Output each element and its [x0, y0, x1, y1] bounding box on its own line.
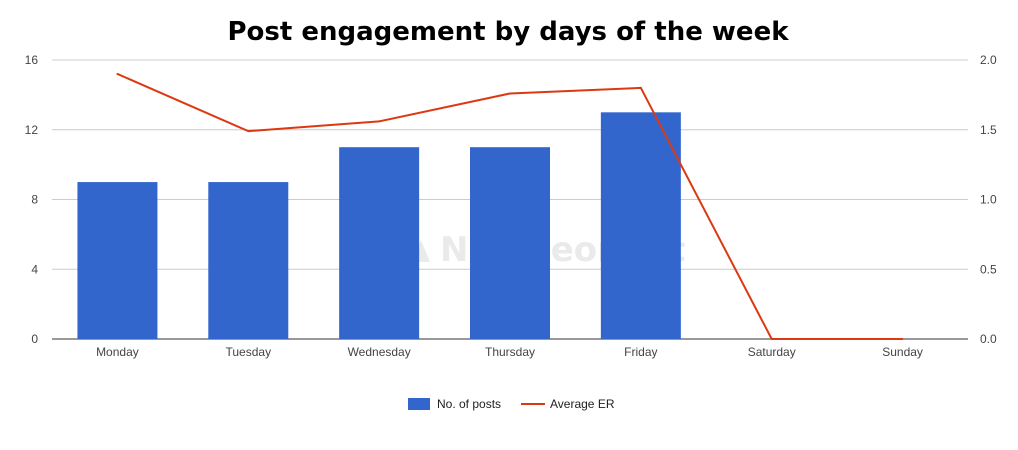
- y-right-tick-label: 2.0: [980, 53, 997, 67]
- x-tick-label: Sunday: [882, 345, 923, 359]
- line-point: [378, 120, 381, 123]
- line-point: [901, 338, 904, 340]
- line-series: [116, 72, 904, 340]
- x-tick-label: Saturday: [748, 345, 796, 359]
- bar: [339, 147, 420, 339]
- y-right-tick-label: 1.5: [980, 123, 997, 137]
- right-axis: 0.0 0.5 1.0 1.5 2.0: [980, 53, 997, 346]
- y-left-tick-label: 8: [31, 193, 38, 207]
- chart-title: Post engagement by days of the week: [227, 17, 789, 47]
- line-point: [247, 130, 250, 133]
- legend: No. of posts Average ER: [408, 397, 615, 411]
- x-tick-label: Tuesday: [225, 345, 271, 359]
- bar: [208, 182, 289, 339]
- bar: [470, 147, 550, 339]
- line-point: [509, 92, 511, 95]
- x-tick-label: Wednesday: [348, 345, 411, 359]
- legend-swatch-posts: [408, 398, 430, 410]
- legend-label-posts: No. of posts: [437, 397, 501, 411]
- y-right-tick-label: 0.5: [980, 262, 997, 276]
- legend-label-er: Average ER: [550, 397, 615, 411]
- y-left-tick-label: 12: [25, 123, 39, 137]
- line-point: [639, 86, 642, 89]
- bar: [600, 112, 681, 339]
- x-tick-label: Thursday: [485, 345, 535, 359]
- bar: [77, 182, 158, 339]
- y-right-tick-label: 0.0: [980, 332, 997, 346]
- x-tick-label: Monday: [96, 345, 139, 359]
- bar-series: [77, 112, 681, 339]
- left-axis: 0 4 8 12 16: [25, 53, 39, 346]
- y-left-tick-label: 4: [31, 262, 38, 276]
- y-left-tick-label: 0: [31, 332, 38, 346]
- x-axis: Monday Tuesday Wednesday Thursday Friday Satu…: [96, 345, 923, 359]
- y-right-tick-label: 1.0: [980, 193, 997, 207]
- line-point: [770, 338, 773, 340]
- line-point: [116, 72, 119, 75]
- x-tick-label: Friday: [624, 345, 657, 359]
- y-left-tick-label: 16: [25, 53, 39, 67]
